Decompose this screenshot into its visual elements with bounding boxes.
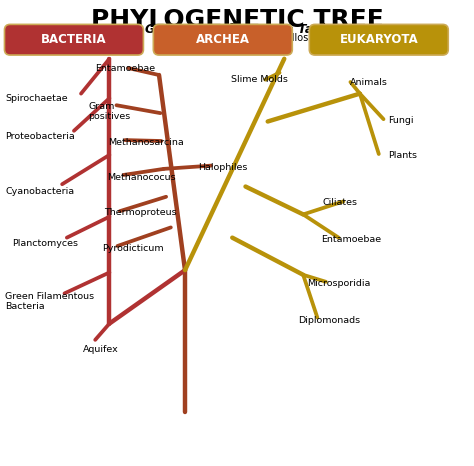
Text: Green Filamentous
Bacteria: Green Filamentous Bacteria: [5, 292, 94, 311]
Text: Entamoebae: Entamoebae: [95, 64, 155, 73]
Text: Animals: Animals: [349, 78, 387, 87]
Text: Halophiles: Halophiles: [198, 163, 247, 172]
Text: Methanosarcina: Methanosarcina: [109, 138, 184, 147]
Text: Plants: Plants: [388, 151, 417, 160]
Text: Planctomyces: Planctomyces: [12, 239, 79, 247]
Text: Diplomonads: Diplomonads: [299, 315, 361, 325]
Text: ARCHEA: ARCHEA: [196, 33, 250, 46]
Text: by: Charyll Inez L. Romanillos: by: Charyll Inez L. Romanillos: [165, 33, 309, 43]
Text: Proteobacteria: Proteobacteria: [5, 132, 75, 141]
Text: Cyanobacteria: Cyanobacteria: [5, 186, 74, 196]
Text: Entamoebae: Entamoebae: [321, 235, 381, 244]
Text: Ciliates: Ciliates: [322, 198, 357, 207]
Text: Thermoproteus: Thermoproteus: [104, 208, 176, 217]
Text: Microsporidia: Microsporidia: [307, 280, 370, 288]
Text: Methanococus: Methanococus: [107, 172, 176, 182]
Text: Slime Molds: Slime Molds: [231, 75, 288, 84]
FancyBboxPatch shape: [4, 24, 144, 55]
Text: Pyrodicticum: Pyrodicticum: [102, 244, 164, 253]
Text: Aquifex: Aquifex: [83, 345, 119, 355]
FancyBboxPatch shape: [154, 24, 292, 55]
FancyBboxPatch shape: [310, 24, 448, 55]
Text: PHYLOGENETIC TREE: PHYLOGENETIC TREE: [91, 7, 383, 32]
Text: Gram
positives: Gram positives: [88, 102, 130, 121]
Text: Spirochaetae: Spirochaetae: [5, 94, 68, 103]
Text: Fungi: Fungi: [388, 116, 414, 125]
Text: BACTERIA: BACTERIA: [41, 33, 107, 46]
Text: Gen Bio Performance Task: Gen Bio Performance Task: [145, 23, 329, 36]
Text: EUKARYOTA: EUKARYOTA: [339, 33, 418, 46]
